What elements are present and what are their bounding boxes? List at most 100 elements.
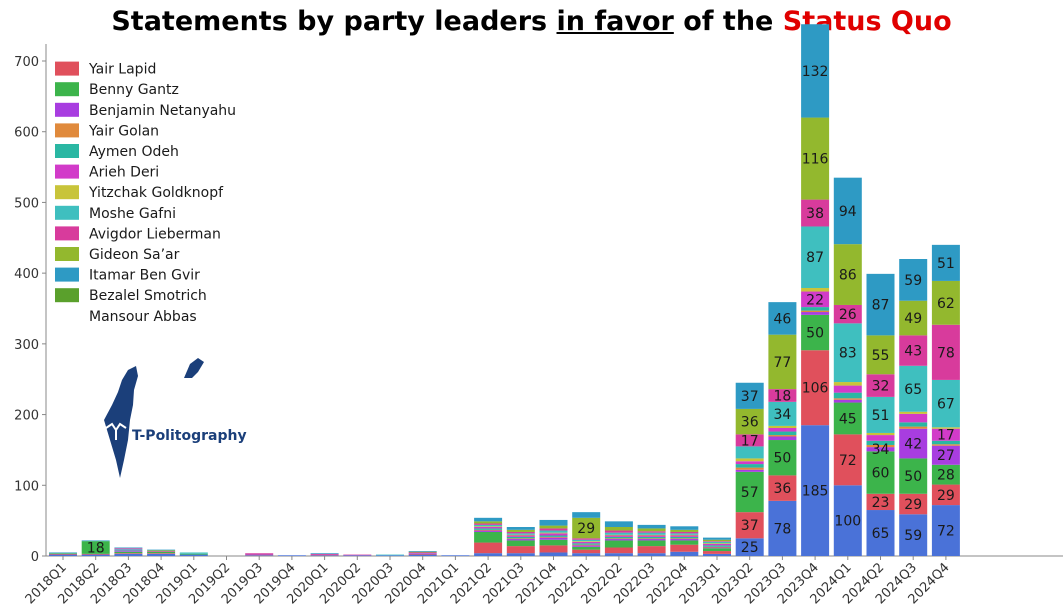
legend-label: Mansour Abbas [89,309,197,325]
bar-segment [768,440,797,476]
y-tick-label: 200 [14,409,39,424]
bar-segment [408,554,437,556]
bar-segment [801,117,830,200]
legend-label: Gideon Sa’ar [89,247,180,263]
bar-segment [866,510,895,556]
bar-segment [833,398,862,400]
bar-segment [310,553,339,554]
bar-segment [735,469,764,472]
bar-segment [670,539,699,541]
bar-segment [899,514,928,556]
bar-segment [833,392,862,399]
bar-segment [604,530,633,533]
bar-segment [768,431,797,436]
bar-segment [539,552,568,556]
bar-segment [703,543,731,544]
bar-segment [245,553,274,554]
legend-swatch [55,144,79,158]
bar-segment [408,553,437,554]
bar-segment [114,553,143,554]
bar-segment [539,539,568,546]
bar-segment [81,540,110,542]
bar-segment [833,382,862,386]
bar-segment [474,523,503,525]
data-label: 18 [773,388,791,404]
bar-segment [179,552,208,554]
bar-segment [310,554,339,556]
data-label: 37 [741,389,759,405]
bar-segment [768,401,797,426]
y-tick-label: 400 [14,267,39,282]
bar-segment [931,484,960,506]
bar-segment [539,525,568,529]
bar-segment [899,426,928,429]
bar-segment [801,350,830,426]
bar-segment [114,551,143,552]
bar-segment [866,493,895,511]
bar-segment [703,537,731,540]
legend-swatch [55,267,79,282]
bar-segment [866,440,895,445]
bar-segment [147,549,176,551]
bar-segment [474,542,503,554]
bar-segment [81,553,110,555]
legend-label: Bezalel Smotrich [89,288,207,304]
data-label: 29 [577,521,595,537]
title-part-in-favor: in favor [556,6,674,37]
bar-segment [506,533,535,535]
bar-segment [931,280,960,325]
bar-segment [637,553,666,556]
bar-segment [899,428,928,459]
bar-segment [703,553,731,556]
legend-swatch [55,123,79,138]
data-label: 57 [741,485,759,501]
bar-segment [637,528,666,532]
bar-segment [931,444,960,446]
bar-segment [376,554,404,556]
bar-segment [474,526,503,528]
golan-shape [184,358,204,378]
legend-label: Yair Golan [88,123,159,139]
legend-swatch [55,82,79,97]
y-tick-label: 700 [14,55,39,70]
bar-segment [506,535,535,537]
bar-segment [899,493,928,515]
legend-label: Moshe Gafni [89,206,176,222]
bar-segment [604,521,633,528]
bar-segment [572,553,601,556]
bar-segment [572,541,601,542]
bar-segment [474,524,503,527]
bar-segment [506,546,535,554]
bar-segment [703,541,731,542]
bar-segment [768,436,797,441]
bar-segment [801,24,830,118]
chart-title: Statements by party leaders in favor of … [0,6,1063,37]
data-label: 132 [802,64,829,80]
data-label: 77 [773,355,791,371]
data-label: 51 [937,256,955,272]
bar-segment [670,534,699,536]
y-tick-label: 600 [14,126,39,141]
y-tick-label: 500 [14,196,39,211]
bar-segment [604,538,633,540]
data-label: 65 [872,526,890,542]
bar-segment [735,446,764,459]
bar-segment [735,461,764,465]
data-label: 43 [904,344,922,360]
bar-segment [899,259,928,301]
data-label: 23 [872,495,890,511]
bar-segment [833,177,862,245]
bar-segment [833,399,862,403]
bar-segment [768,334,797,390]
legend-label: Avigdor Lieberman [89,226,221,242]
bar-segment [147,550,176,552]
bar-segment [768,425,797,429]
legend-label: Yitzchak Goldknopf [88,185,224,201]
bar-segment [408,551,437,552]
data-label: 87 [872,298,890,314]
bar-segment [179,553,208,555]
bar-segment [572,546,601,550]
bar-segment [899,365,928,412]
bar-segment [833,323,862,383]
bar-segment [801,307,830,311]
